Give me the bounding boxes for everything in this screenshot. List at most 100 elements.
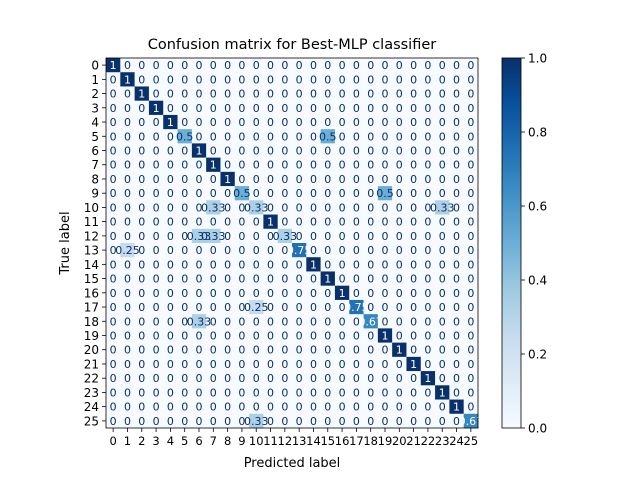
cell-value-label: 0 (367, 344, 374, 357)
x-tick-label: 20 (392, 434, 407, 448)
heatmap-cell (220, 371, 236, 386)
cell-value-label: 0 (224, 315, 231, 328)
cell-value-label: 0 (138, 358, 145, 371)
heatmap-cell (463, 399, 479, 415)
heatmap-cell (106, 186, 121, 201)
heatmap-cell (106, 314, 121, 329)
heatmap-cell (134, 200, 150, 215)
heatmap-cell (406, 157, 422, 173)
cell-value-label: 0 (210, 102, 217, 115)
heatmap-cell (220, 157, 236, 173)
cell-value-label: 0 (167, 173, 174, 186)
cell-value-label: 0 (281, 372, 288, 385)
heatmap-cell (435, 86, 450, 101)
cell-value-label: 0 (453, 344, 460, 357)
heatmap-cell (220, 285, 236, 301)
cell-value-label: 0 (310, 315, 317, 328)
cell-value-label: 0 (410, 187, 417, 200)
cell-value-label: 0 (267, 386, 274, 399)
heatmap-cell (334, 86, 350, 101)
cell-value-label: 0 (410, 415, 417, 428)
x-tick-label: 7 (210, 434, 217, 448)
cell-value-label: 0 (224, 130, 231, 143)
cell-value-label: 1 (267, 216, 274, 229)
cell-value-label: 0 (210, 216, 217, 229)
x-tick-label: 6 (195, 434, 202, 448)
cell-value-label: 0 (353, 330, 360, 343)
heatmap-cell (234, 399, 250, 415)
y-tick-label: 3 (91, 101, 99, 115)
cell-value-label: 0 (281, 73, 288, 86)
cell-value-label: 0 (196, 187, 203, 200)
cell-value-label: 0 (410, 88, 417, 101)
heatmap-cell (249, 72, 264, 87)
cell-value-label: 0 (267, 330, 274, 343)
heatmap-cell (392, 243, 407, 258)
cell-value-label: 0 (296, 102, 303, 115)
cell-value-label: 0 (196, 386, 203, 399)
cell-value-label: 0 (253, 159, 260, 172)
heatmap-cell (220, 314, 236, 329)
heatmap-cell (263, 314, 278, 329)
cell-value-label: 0 (267, 230, 274, 243)
heatmap-cell (191, 356, 207, 372)
heatmap-cell (120, 399, 135, 415)
cell-value-label: 0 (396, 88, 403, 101)
heatmap-cell (435, 186, 450, 201)
heatmap-cell (163, 413, 178, 429)
cell-value-label: 0 (124, 315, 131, 328)
cell-value-label: 0 (296, 201, 303, 214)
cell-value-label: 0 (138, 301, 145, 314)
heatmap-cell (420, 356, 436, 372)
cell-value-label: 0 (467, 130, 474, 143)
cell-value-label: 0 (467, 401, 474, 414)
cell-value-label: 0 (453, 145, 460, 158)
cell-value-label: 0 (367, 287, 374, 300)
cell-value-label: 0 (296, 315, 303, 328)
cell-value-label: 0 (396, 102, 403, 115)
heatmap-cell (377, 214, 393, 230)
heatmap-cell (220, 186, 236, 201)
heatmap-cell (292, 129, 307, 144)
heatmap-cell (234, 371, 250, 386)
cell-value-label: 0 (339, 301, 346, 314)
cell-value-label: 0 (196, 401, 203, 414)
y-tick-label: 5 (91, 130, 99, 144)
cell-value-label: 0 (424, 73, 431, 86)
cell-value-label: 1 (124, 73, 131, 86)
heatmap-cell (435, 243, 450, 258)
cell-value-label: 0 (467, 358, 474, 371)
heatmap-cell (406, 385, 422, 400)
heatmap-cell (220, 143, 236, 158)
cell-value-label: 1 (310, 258, 317, 271)
cell-value-label: 0 (324, 258, 331, 271)
heatmap-cell (134, 299, 150, 315)
heatmap-cell (234, 114, 250, 130)
cell-value-label: 0 (467, 145, 474, 158)
cell-value-label: 0 (224, 401, 231, 414)
heatmap-cell (120, 58, 135, 73)
heatmap-cell (292, 299, 307, 315)
heatmap-cell (220, 114, 236, 130)
heatmap-cell (120, 200, 135, 215)
heatmap-cell (435, 72, 450, 87)
heatmap-cell (292, 356, 307, 372)
heatmap-cell (206, 385, 221, 400)
cell-value-label: 0 (396, 59, 403, 72)
cell-value-label: 0 (196, 59, 203, 72)
heatmap-cell (363, 129, 379, 144)
cell-value-label: 0 (124, 301, 131, 314)
heatmap-cell (220, 356, 236, 372)
heatmap-cell (306, 243, 321, 258)
cell-value-label: 0 (467, 201, 474, 214)
heatmap-cell (420, 72, 436, 87)
heatmap-cell (106, 114, 121, 130)
cell-value-label: 0 (467, 159, 474, 172)
cell-value-label: 0 (410, 116, 417, 129)
heatmap-cell (435, 58, 450, 73)
cell-value-label: 0 (339, 330, 346, 343)
heatmap-cell (177, 86, 193, 101)
cell-value-label: 0.33 (201, 201, 226, 214)
cell-value-label: 0.25 (244, 301, 269, 314)
cell-value-label: 0 (424, 344, 431, 357)
